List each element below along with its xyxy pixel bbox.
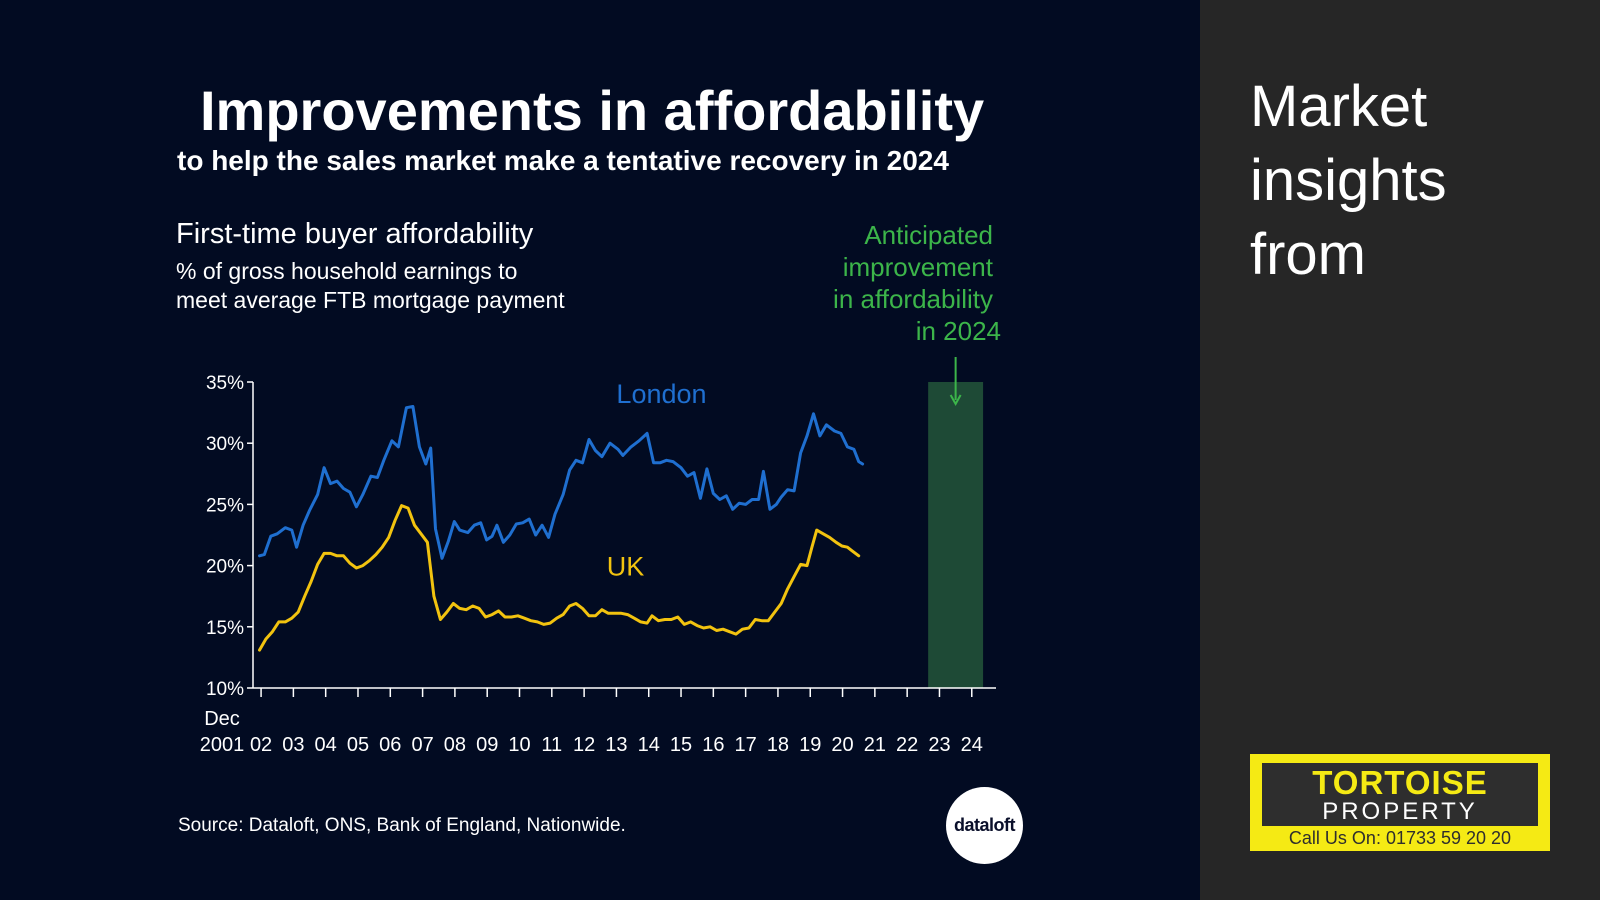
x-tick-label: 16	[702, 734, 724, 756]
x-tick-label: 04	[315, 734, 337, 756]
x-tick-label: 17	[735, 734, 757, 756]
series-line-london	[258, 405, 865, 560]
x-tick-label: 19	[799, 734, 821, 756]
x-tick-label: 23	[928, 734, 950, 756]
series-line-uk	[258, 504, 861, 652]
x-tick-label: 20	[831, 734, 853, 756]
logo-brand-sub: PROPERTY	[1322, 798, 1478, 825]
x-tick-label: 24	[961, 734, 983, 756]
logo-phone: Call Us On: 01733 59 20 20	[1288, 828, 1512, 848]
page-title: Improvements in affordability	[200, 79, 985, 142]
x-tick-label: 10	[508, 734, 530, 756]
x-tick-label: 14	[638, 734, 660, 756]
chart-title: First-time buyer affordability	[176, 218, 534, 250]
annotation-line: improvement	[842, 252, 993, 282]
dataloft-logo: dataloft	[946, 787, 1023, 864]
infographic: Improvements in affordability to help th…	[176, 79, 1023, 864]
chart-annotation: Anticipated improvement in affordability…	[833, 219, 1001, 347]
x-tick-label: 03	[282, 734, 304, 756]
x-start-label: 2001	[200, 734, 245, 756]
x-tick-label: 02	[250, 734, 272, 756]
chart-subtitle-line: meet average FTB mortgage payment	[176, 287, 565, 313]
side-heading-line: from	[1250, 222, 1366, 287]
source-note: Source: Dataloft, ONS, Bank of England, …	[178, 815, 626, 836]
logo-panel	[1262, 763, 1538, 826]
series-label-london: London	[616, 379, 706, 409]
annotation-line: in affordability	[833, 284, 993, 314]
x-tick-label: 05	[347, 734, 369, 756]
x-tick-label: 13	[605, 734, 627, 756]
x-tick-label: 09	[476, 734, 498, 756]
logo-brand: TORTOISE	[1312, 764, 1488, 801]
x-tick-label: 21	[864, 734, 886, 756]
side-heading-line: Market	[1250, 74, 1428, 139]
x-tick-label: 07	[411, 734, 433, 756]
side-heading: Market insights from	[1250, 70, 1447, 292]
y-tick-label: 10%	[206, 679, 244, 700]
annotation-line: in 2024	[915, 316, 1001, 346]
y-tick-label: 30%	[206, 434, 244, 455]
annotation-arrowhead	[949, 394, 962, 407]
page-subtitle: to help the sales market make a tentativ…	[177, 145, 949, 176]
x-tick-label: 15	[670, 734, 692, 756]
y-tick-label: 15%	[206, 618, 244, 639]
tortoise-property-logo: TORTOISE PROPERTY Call Us On: 01733 59 2…	[1250, 754, 1550, 851]
line-chart: 10% 15% 20% 25% 30% 35% 02 03 04 05 06 07 08 09 10 11 12…	[200, 357, 996, 756]
side-panel: Market insights from TORTOISE PROPERTY C…	[1200, 0, 1600, 900]
x-tick-label: 06	[379, 734, 401, 756]
x-tick-label: 11	[541, 734, 562, 756]
x-tick-label: 22	[896, 734, 918, 756]
side-heading-line: insights	[1250, 148, 1447, 213]
x-start-label: Dec	[204, 708, 240, 730]
dataloft-logo-text: dataloft	[954, 815, 1016, 835]
chart-subtitle: % of gross household earnings to meet av…	[176, 257, 565, 315]
chart-subtitle-line: % of gross household earnings to	[176, 258, 518, 284]
series-label-uk: UK	[607, 551, 645, 581]
annotation-line: Anticipated	[864, 220, 993, 250]
y-tick-label: 35%	[206, 373, 244, 394]
x-tick-label: 08	[444, 734, 466, 756]
x-tick-label: 12	[573, 734, 595, 756]
highlight-band	[928, 382, 984, 688]
x-tick-label: 18	[767, 734, 789, 756]
y-tick-label: 25%	[206, 495, 244, 516]
y-tick-label: 20%	[206, 557, 244, 578]
